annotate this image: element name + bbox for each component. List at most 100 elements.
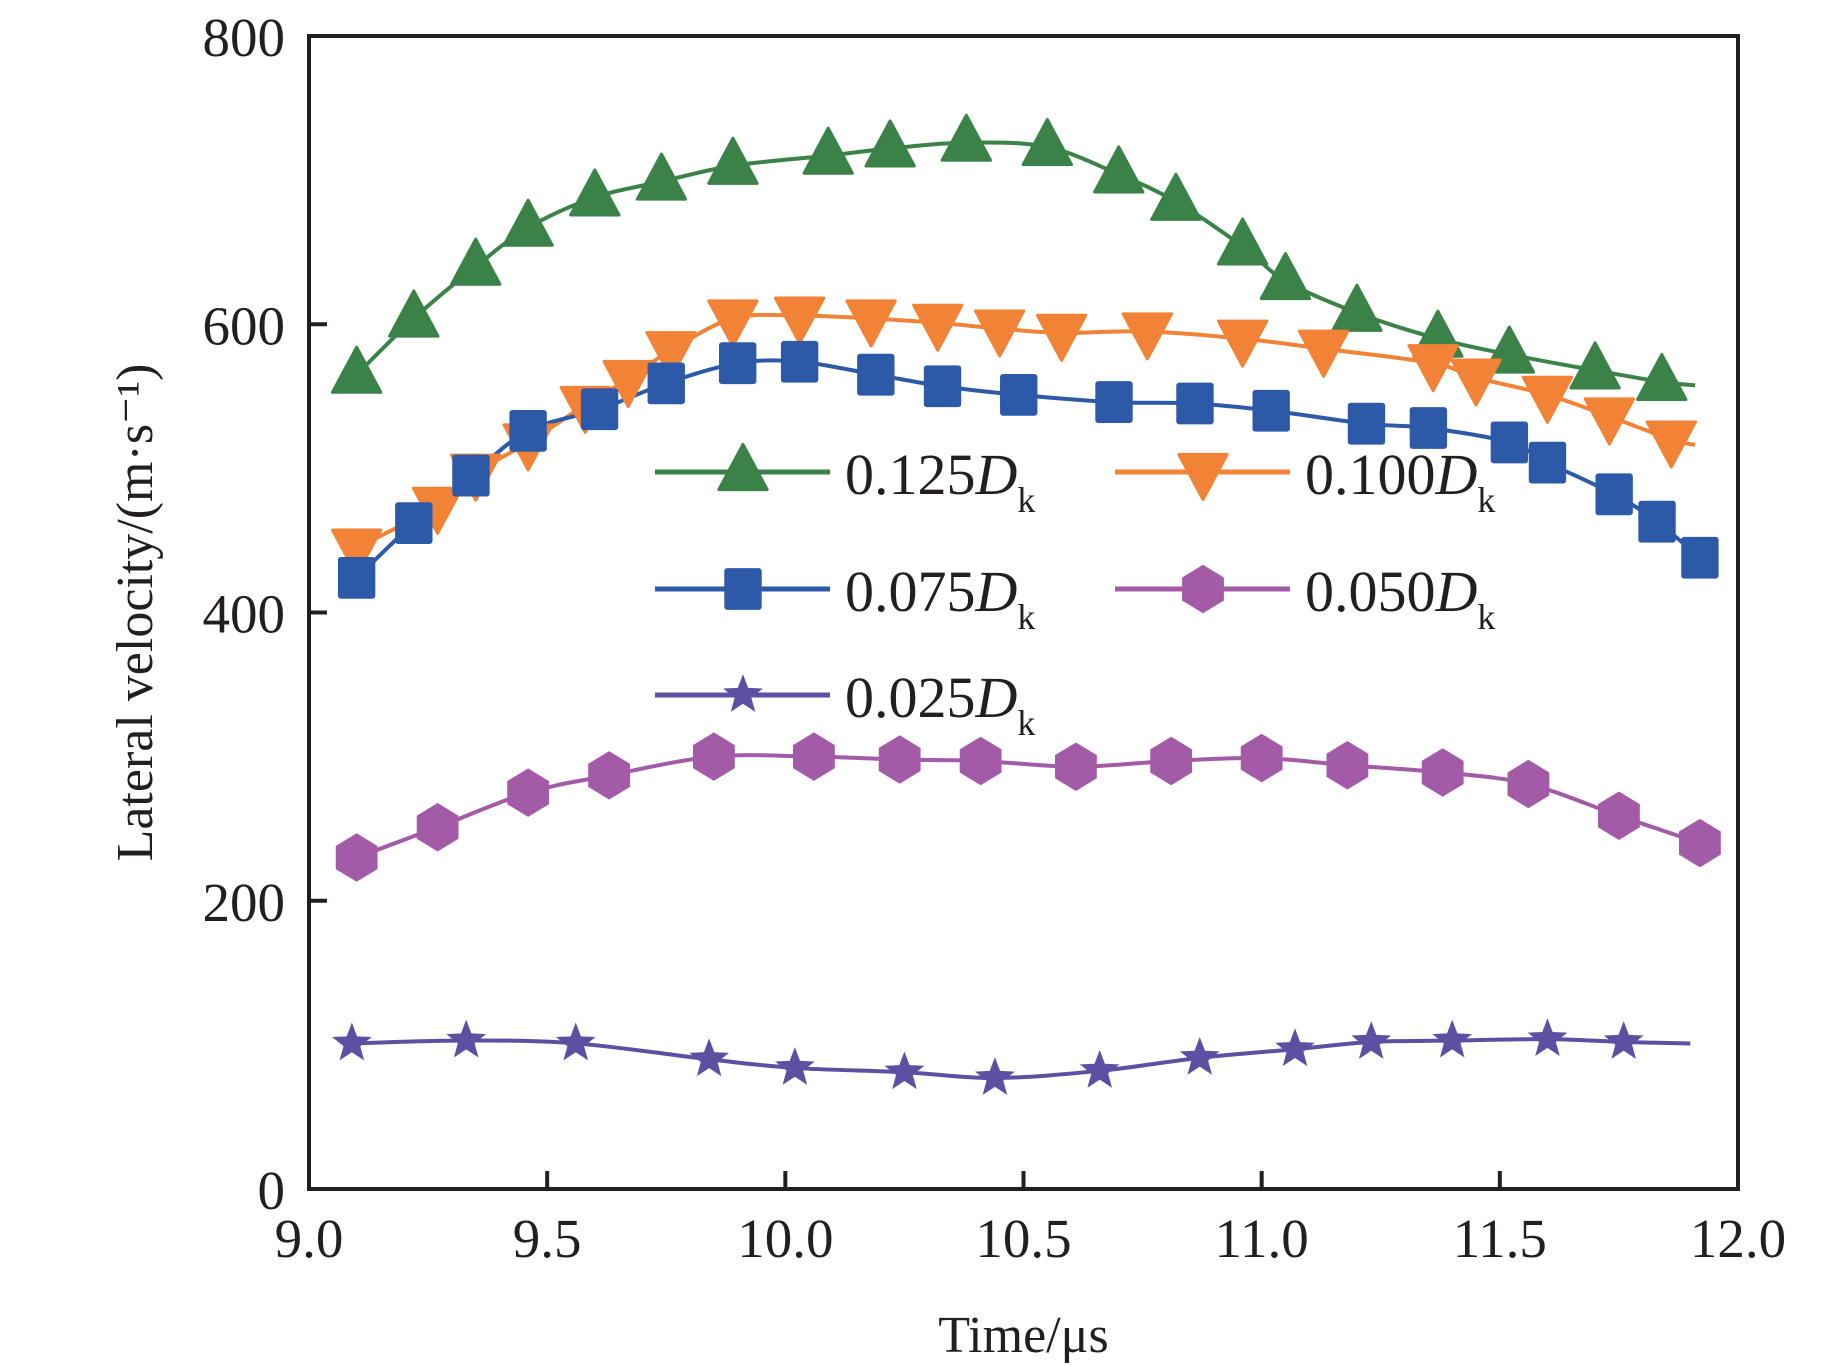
x-tick-label: 10.0: [737, 1208, 833, 1269]
data-point-0.125: [330, 345, 383, 394]
data-point-0.075: [1409, 407, 1448, 449]
legend-marker: [717, 443, 769, 492]
data-point-0.050: [1326, 741, 1369, 790]
data-point-0.025: [1527, 1018, 1568, 1057]
data-point-0.025: [1179, 1036, 1220, 1075]
x-axis-title: Time/μs: [938, 1307, 1108, 1364]
data-point-0.075: [1595, 473, 1633, 516]
data-point-0.025: [1351, 1021, 1392, 1059]
data-point-0.075: [923, 365, 962, 408]
data-point-0.050: [1598, 791, 1640, 840]
data-point-0.100: [912, 303, 964, 352]
legend-item-0.025: 0.025Dk: [655, 665, 1035, 743]
y-tick-label: 0: [258, 1160, 286, 1221]
data-point-0.075: [580, 388, 619, 431]
data-point-0.075: [857, 353, 895, 396]
data-point-0.050: [1054, 742, 1097, 791]
data-point-0.075: [1000, 373, 1038, 416]
data-point-0.100: [1121, 312, 1174, 361]
data-point-0.075: [509, 410, 547, 452]
data-point-0.125: [1150, 172, 1202, 221]
data-point-0.100: [645, 331, 697, 380]
x-tick-label: 10.5: [975, 1208, 1071, 1269]
data-point-0.050: [507, 768, 550, 817]
data-point-0.125: [1259, 252, 1312, 301]
data-point-0.100: [773, 296, 826, 345]
data-point-0.075: [395, 502, 433, 545]
data-point-0.050: [335, 833, 378, 882]
legend-marker: [723, 674, 763, 712]
y-tick-label: 200: [203, 872, 286, 933]
data-point-0.050: [793, 732, 835, 781]
data-point-0.050: [1678, 818, 1721, 868]
data-point-0.050: [416, 802, 459, 852]
series-line-0.050: [355, 753, 1701, 860]
data-point-0.075: [1490, 421, 1529, 464]
legend-label: 0.050Dk: [1305, 559, 1495, 637]
data-point-0.125: [450, 237, 502, 286]
legend-label: 0.100Dk: [1305, 442, 1495, 520]
data-point-0.100: [707, 299, 759, 348]
data-point-0.075: [1638, 500, 1676, 543]
data-point-0.125: [864, 119, 916, 168]
data-point-0.125: [1569, 341, 1621, 390]
data-point-0.025: [446, 1019, 487, 1058]
data-point-0.075: [1681, 536, 1719, 579]
x-tick-label: 9.0: [275, 1208, 344, 1269]
data-point-0.075: [1347, 402, 1386, 445]
x-tick-label: 11.0: [1215, 1208, 1309, 1269]
x-tick-label: 11.5: [1453, 1208, 1547, 1269]
data-point-0.100: [1450, 358, 1502, 407]
data-point-0.125: [1216, 217, 1269, 266]
data-point-0.075: [780, 340, 819, 383]
data-point-0.050: [959, 736, 1002, 786]
data-point-0.075: [1095, 381, 1133, 423]
data-point-0.025: [1079, 1049, 1120, 1088]
data-point-0.100: [1035, 313, 1088, 362]
x-tick-label: 12.0: [1690, 1208, 1786, 1269]
data-point-0.050: [692, 732, 735, 781]
data-point-0.050: [1150, 736, 1193, 786]
legend-marker: [1182, 564, 1224, 614]
data-point-0.125: [502, 198, 554, 247]
data-point-0.100: [1583, 397, 1636, 446]
data-point-0.100: [1521, 375, 1574, 424]
data-point-0.025: [689, 1038, 729, 1077]
data-point-0.025: [331, 1022, 372, 1061]
data-point-0.125: [635, 152, 688, 201]
data-point-0.050: [1421, 748, 1464, 797]
x-tick-label: 9.5: [513, 1208, 582, 1269]
data-point-0.050: [1507, 759, 1550, 809]
legend-item-0.075: 0.075Dk: [655, 559, 1035, 637]
data-point-0.025: [1275, 1028, 1315, 1067]
data-point-0.125: [940, 113, 993, 162]
data-point-0.025: [884, 1051, 925, 1090]
data-point-0.025: [555, 1022, 596, 1061]
data-point-0.125: [1331, 283, 1383, 332]
data-point-0.025: [975, 1057, 1015, 1095]
data-point-0.050: [588, 751, 630, 800]
legend-marker: [724, 568, 762, 610]
data-point-0.100: [1216, 319, 1269, 368]
legend-label: 0.075Dk: [845, 559, 1035, 637]
legend-label: 0.025Dk: [845, 665, 1035, 743]
series-line-0.125: [355, 140, 1696, 388]
data-point-0.100: [1645, 420, 1698, 469]
data-point-0.100: [330, 528, 383, 577]
data-point-0.025: [1603, 1021, 1644, 1059]
data-point-0.125: [569, 168, 621, 217]
legend-item-0.125: 0.125Dk: [655, 442, 1035, 520]
y-tick-label: 400: [203, 584, 286, 645]
data-point-0.075: [452, 454, 490, 497]
data-point-0.125: [1636, 352, 1688, 401]
legend-marker: [1177, 452, 1229, 501]
data-point-0.125: [388, 289, 440, 338]
data-point-0.075: [719, 342, 757, 385]
data-point-0.100: [845, 299, 897, 348]
legend-item-0.100: 0.100Dk: [1115, 442, 1495, 520]
y-tick-label: 800: [203, 7, 286, 68]
data-point-0.050: [878, 735, 921, 784]
legend-item-0.050: 0.050Dk: [1115, 559, 1495, 637]
y-axis-title: Lateral velocity/(m·s⁻¹): [107, 364, 164, 862]
